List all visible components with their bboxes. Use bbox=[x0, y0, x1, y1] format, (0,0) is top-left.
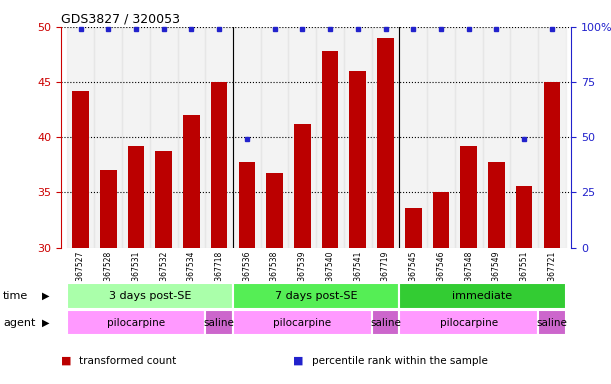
Text: ■: ■ bbox=[61, 356, 71, 366]
Bar bbox=[238, 162, 255, 248]
Bar bbox=[205, 310, 233, 336]
Bar bbox=[67, 283, 233, 309]
Bar bbox=[233, 27, 261, 248]
Text: saline: saline bbox=[370, 318, 401, 328]
Text: percentile rank within the sample: percentile rank within the sample bbox=[312, 356, 488, 366]
Bar bbox=[460, 146, 477, 248]
Text: pilocarpine: pilocarpine bbox=[107, 318, 165, 328]
Text: ▶: ▶ bbox=[42, 291, 49, 301]
Bar bbox=[67, 27, 94, 248]
Bar bbox=[316, 27, 344, 248]
Text: saline: saline bbox=[203, 318, 235, 328]
Bar bbox=[178, 27, 205, 248]
Bar bbox=[433, 192, 449, 248]
Bar bbox=[211, 82, 227, 248]
Text: agent: agent bbox=[3, 318, 35, 328]
Bar bbox=[261, 27, 288, 248]
Bar bbox=[205, 27, 233, 248]
Bar bbox=[128, 146, 144, 248]
Bar bbox=[266, 173, 283, 248]
Bar bbox=[371, 27, 400, 248]
Bar bbox=[455, 27, 483, 248]
Bar bbox=[400, 310, 538, 336]
Bar bbox=[183, 115, 200, 248]
Bar bbox=[488, 162, 505, 248]
Text: transformed count: transformed count bbox=[79, 356, 177, 366]
Bar bbox=[405, 208, 422, 248]
Bar bbox=[322, 51, 338, 248]
Bar bbox=[371, 310, 400, 336]
Bar bbox=[94, 27, 122, 248]
Bar bbox=[538, 27, 566, 248]
Bar bbox=[344, 27, 371, 248]
Bar bbox=[72, 91, 89, 248]
Bar bbox=[400, 27, 427, 248]
Bar bbox=[150, 27, 178, 248]
Bar bbox=[294, 124, 310, 248]
Bar bbox=[155, 151, 172, 248]
Bar bbox=[288, 27, 316, 248]
Bar bbox=[349, 71, 366, 248]
Bar bbox=[544, 82, 560, 248]
Bar bbox=[538, 310, 566, 336]
Text: 3 days post-SE: 3 days post-SE bbox=[109, 291, 191, 301]
Bar bbox=[516, 186, 532, 248]
Text: pilocarpine: pilocarpine bbox=[273, 318, 331, 328]
Text: ■: ■ bbox=[293, 356, 304, 366]
Text: time: time bbox=[3, 291, 28, 301]
Bar bbox=[233, 310, 371, 336]
Text: 7 days post-SE: 7 days post-SE bbox=[275, 291, 357, 301]
Bar bbox=[122, 27, 150, 248]
Bar bbox=[377, 38, 394, 248]
Bar bbox=[400, 283, 566, 309]
Text: GDS3827 / 320053: GDS3827 / 320053 bbox=[61, 13, 180, 26]
Text: ▶: ▶ bbox=[42, 318, 49, 328]
Bar bbox=[427, 27, 455, 248]
Bar bbox=[233, 283, 400, 309]
Text: immediate: immediate bbox=[453, 291, 513, 301]
Text: pilocarpine: pilocarpine bbox=[440, 318, 498, 328]
Bar bbox=[100, 170, 117, 248]
Text: saline: saline bbox=[536, 318, 567, 328]
Bar bbox=[483, 27, 510, 248]
Bar bbox=[67, 310, 205, 336]
Bar bbox=[510, 27, 538, 248]
